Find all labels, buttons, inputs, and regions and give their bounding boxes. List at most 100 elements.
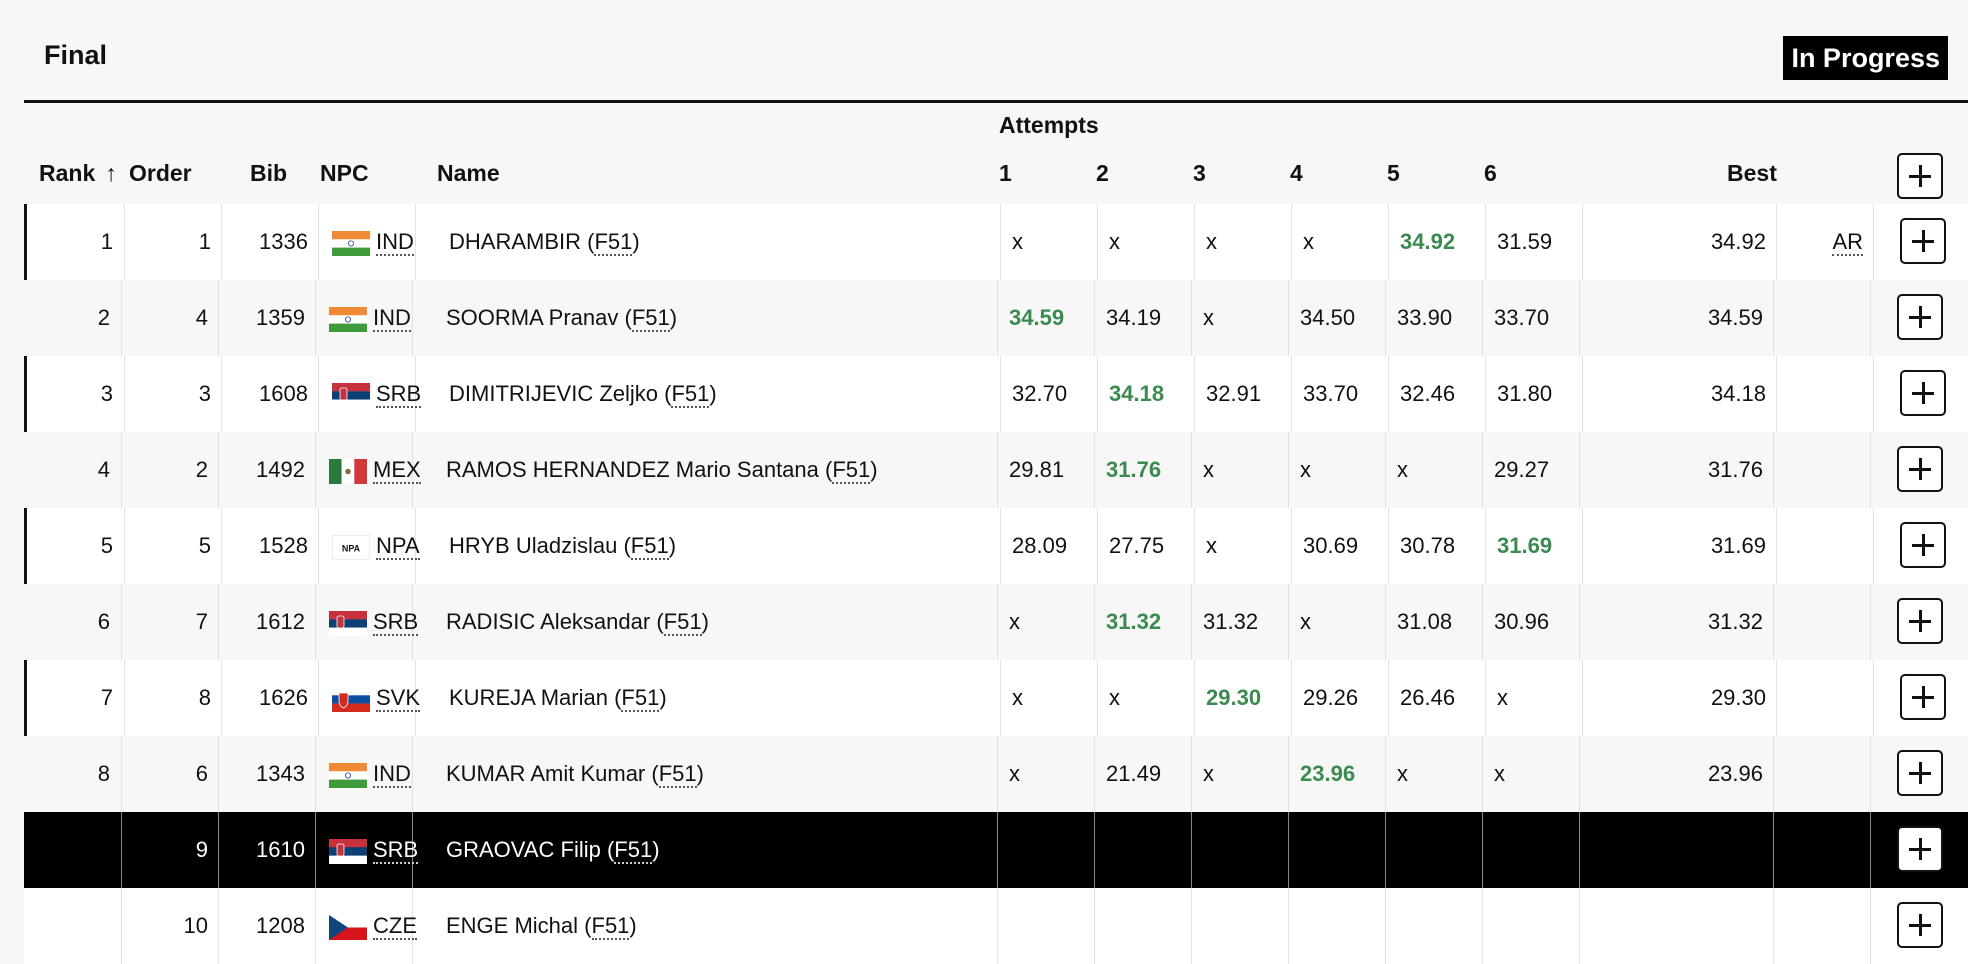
attempt-1-cell: 34.59 xyxy=(1009,305,1065,330)
athlete-name[interactable]: SOORMA Pranav (F51) xyxy=(446,305,678,332)
expand-all-button[interactable] xyxy=(1897,153,1943,199)
expand-row-button[interactable] xyxy=(1900,218,1946,264)
expand-row-button[interactable] xyxy=(1900,674,1946,720)
rank-cell: 1 xyxy=(100,229,113,254)
order-column-header[interactable]: Order xyxy=(129,160,192,186)
flag-icon xyxy=(329,915,367,940)
rank-column-header[interactable]: Rank ↑ xyxy=(39,160,117,187)
attempt-1-cell: x xyxy=(1012,229,1023,254)
bib-column-header[interactable]: Bib xyxy=(250,160,288,186)
name-column-header[interactable]: Name xyxy=(437,160,500,186)
npc-code[interactable]: IND xyxy=(373,280,411,356)
npc-code[interactable]: SRB xyxy=(373,812,419,888)
attempt-4-cell: 30.69 xyxy=(1303,533,1359,558)
expand-row-button[interactable] xyxy=(1897,902,1943,948)
column-divider xyxy=(1873,204,1874,280)
athlete-name[interactable]: RADISIC Aleksandar (F51) xyxy=(446,609,709,636)
column-divider xyxy=(1579,584,1580,660)
npc-code[interactable]: IND xyxy=(373,736,411,812)
column-divider xyxy=(315,280,316,356)
column-divider xyxy=(1773,432,1774,508)
attempt-5-cell: 32.46 xyxy=(1400,381,1456,406)
table-row[interactable]: 5 5 1528 NPA NPA HRYB Uladzislau (F51) 28.09 27… xyxy=(24,508,1968,584)
npc-code[interactable]: IND xyxy=(376,204,414,280)
best-column-header[interactable]: Best xyxy=(1727,160,1777,186)
column-divider xyxy=(997,888,998,964)
column-divider xyxy=(124,356,125,432)
column-divider xyxy=(1385,432,1386,508)
column-divider xyxy=(1773,812,1774,888)
athlete-name[interactable]: KUMAR Amit Kumar (F51) xyxy=(446,761,704,788)
expand-row-button[interactable] xyxy=(1897,598,1943,644)
sport-class[interactable]: F51 xyxy=(631,305,670,332)
flag-icon xyxy=(329,763,367,788)
attempt-1-cell: 28.09 xyxy=(1012,533,1068,558)
attempt-2-header: 2 xyxy=(1096,160,1109,186)
expand-row-button[interactable] xyxy=(1897,750,1943,796)
column-divider xyxy=(1191,432,1192,508)
column-divider xyxy=(121,888,122,964)
record-badge[interactable]: AR xyxy=(1832,229,1863,256)
sport-class[interactable]: F51 xyxy=(658,761,697,788)
expand-row-button[interactable] xyxy=(1897,294,1943,340)
expand-row-button[interactable] xyxy=(1900,370,1946,416)
attempt-3-cell: 32.91 xyxy=(1206,381,1262,406)
table-row[interactable]: 8 6 1343 IND KUMAR Amit Kumar (F51) x 21.49 x 23… xyxy=(24,736,1968,812)
npc-code[interactable]: SRB xyxy=(373,584,419,660)
sport-class[interactable]: F51 xyxy=(594,229,633,256)
table-row[interactable]: 6 7 1612 SRB RADISIC Aleksandar (F51) x 31.32 3… xyxy=(24,584,1968,660)
npc-column-header[interactable]: NPC xyxy=(320,160,369,186)
column-divider xyxy=(1385,280,1386,356)
sport-class[interactable]: F51 xyxy=(630,533,669,560)
column-divider xyxy=(1870,736,1871,812)
column-divider xyxy=(1097,508,1098,584)
athlete-name[interactable]: HRYB Uladzislau (F51) xyxy=(449,533,677,560)
npc-code[interactable]: SRB xyxy=(376,356,422,432)
athlete-name[interactable]: DHARAMBIR (F51) xyxy=(449,229,640,256)
sport-class[interactable]: F51 xyxy=(621,685,660,712)
column-divider xyxy=(1288,432,1289,508)
npc-code[interactable]: MEX xyxy=(373,432,421,508)
athlete-name[interactable]: GRAOVAC Filip (F51) xyxy=(446,837,660,864)
column-divider xyxy=(1288,812,1289,888)
athlete-name[interactable]: RAMOS HERNANDEZ Mario Santana (F51) xyxy=(446,457,878,484)
rank-cell: 3 xyxy=(100,381,113,406)
rank-cell: 7 xyxy=(100,685,113,710)
expand-row-button[interactable] xyxy=(1897,826,1943,872)
column-divider xyxy=(415,660,416,736)
sport-class[interactable]: F51 xyxy=(832,457,871,484)
athlete-name[interactable]: DIMITRIJEVIC Zeljko (F51) xyxy=(449,381,717,408)
sport-class[interactable]: F51 xyxy=(671,381,710,408)
column-divider xyxy=(412,736,413,812)
sport-class[interactable]: F51 xyxy=(663,609,702,636)
table-row[interactable]: 10 1208 CZE ENGE Michal (F51) xyxy=(24,888,1968,964)
table-row[interactable]: 3 3 1608 SRB DIMITRIJEVIC Zeljko (F51) 32.70 3… xyxy=(24,356,1968,432)
attempt-6-cell: 33.70 xyxy=(1494,305,1550,330)
table-row[interactable]: 9 1610 SRB GRAOVAC Filip (F51) xyxy=(24,812,1968,888)
table-row[interactable]: 7 8 1626 SVK KUREJA Marian (F51) x x 29.30 29.26… xyxy=(24,660,1968,736)
table-row[interactable]: 4 2 1492 MEX RAMOS HERNANDEZ Mario Santana (… xyxy=(24,432,1968,508)
column-divider xyxy=(412,432,413,508)
sport-class[interactable]: F51 xyxy=(614,837,653,864)
athlete-name[interactable]: ENGE Michal (F51) xyxy=(446,913,637,940)
athlete-name[interactable]: KUREJA Marian (F51) xyxy=(449,685,667,712)
column-divider xyxy=(1097,204,1098,280)
npc-code[interactable]: NPA xyxy=(376,508,420,584)
flag-icon xyxy=(329,611,367,636)
npc-code-label: SRB xyxy=(373,837,419,864)
column-divider xyxy=(1191,812,1192,888)
npc-code[interactable]: SVK xyxy=(376,660,421,736)
sport-class[interactable]: F51 xyxy=(591,913,630,940)
record-cell: AR xyxy=(1776,204,1863,280)
column-divider xyxy=(124,508,125,584)
table-row[interactable]: 1 1 1336 IND DHARAMBIR (F51) x x x x 34.92 31.59 34… xyxy=(24,204,1968,280)
expand-row-button[interactable] xyxy=(1897,446,1943,492)
column-divider xyxy=(1194,508,1195,584)
expand-row-button[interactable] xyxy=(1900,522,1946,568)
rank-cell: 4 xyxy=(97,457,110,482)
table-row[interactable]: 2 4 1359 IND SOORMA Pranav (F51) 34.59 34.19 x 3… xyxy=(24,280,1968,356)
column-divider xyxy=(1579,280,1580,356)
record-cell xyxy=(1773,812,1860,888)
npc-code[interactable]: CZE xyxy=(373,888,417,964)
column-divider xyxy=(1776,204,1777,280)
